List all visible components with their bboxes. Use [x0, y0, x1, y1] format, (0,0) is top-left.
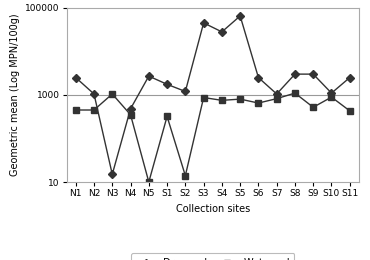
Wet sand: [347, 109, 352, 112]
Wet sand: [275, 97, 279, 100]
Dry sand: [128, 107, 133, 110]
Dry sand: [147, 75, 151, 78]
X-axis label: Collection sites: Collection sites: [176, 204, 250, 213]
Dry sand: [183, 90, 188, 93]
Wet sand: [165, 115, 169, 118]
Dry sand: [311, 73, 316, 76]
Wet sand: [220, 99, 224, 102]
Wet sand: [74, 108, 78, 112]
Dry sand: [275, 92, 279, 95]
Dry sand: [293, 73, 297, 76]
Line: Dry sand: Dry sand: [73, 13, 353, 178]
Dry sand: [347, 76, 352, 79]
Dry sand: [110, 173, 114, 176]
Wet sand: [256, 101, 260, 105]
Wet sand: [238, 98, 242, 101]
Wet sand: [147, 180, 151, 184]
Wet sand: [183, 174, 188, 177]
Dry sand: [74, 76, 78, 79]
Dry sand: [165, 83, 169, 86]
Dry sand: [92, 92, 96, 95]
Wet sand: [311, 106, 316, 109]
Wet sand: [329, 95, 334, 99]
Wet sand: [92, 108, 96, 112]
Dry sand: [256, 76, 260, 79]
Dry sand: [220, 30, 224, 34]
Legend: Dry sand, Wet sand: Dry sand, Wet sand: [131, 253, 295, 260]
Dry sand: [329, 92, 334, 95]
Wet sand: [293, 92, 297, 95]
Dry sand: [238, 14, 242, 17]
Wet sand: [110, 92, 114, 95]
Dry sand: [201, 21, 206, 24]
Wet sand: [128, 113, 133, 116]
Y-axis label: Geometric mean (Log MPN/100g): Geometric mean (Log MPN/100g): [10, 14, 20, 176]
Line: Wet sand: Wet sand: [73, 90, 353, 185]
Wet sand: [201, 96, 206, 99]
